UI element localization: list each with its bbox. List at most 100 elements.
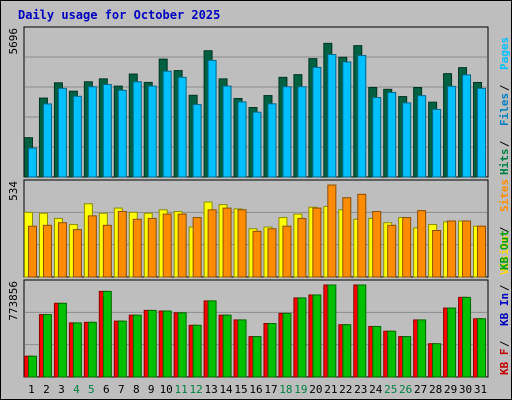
bar-kb-out-day-11 [177,312,187,378]
bar-files-day-7 [117,89,127,178]
bar-sites-day-6 [102,224,112,278]
legend-label-sites: Sites [498,179,511,212]
x-tick-label-day-21: 21 [324,383,337,396]
bar-sites-day-12 [192,217,202,278]
bar-kb-out-day-26 [402,336,412,378]
bar-kb-out-day-8 [132,314,142,378]
x-tick-label-day-2: 2 [43,383,50,396]
bar-files-day-25 [387,91,397,178]
legend-label-hits: Hits [498,149,511,176]
x-tick-label-day-28: 28 [429,383,442,396]
bar-kb-out-day-31 [477,318,487,378]
legend-separator: / [498,84,511,91]
bar-files-day-20 [312,66,322,178]
bar-sites-day-19 [297,217,307,278]
y-max-label-middle: 534 [7,181,20,201]
x-tick-label-day-10: 10 [160,383,173,396]
bar-sites-day-8 [132,218,142,278]
y-max-label-bottom: 773856 [7,281,20,321]
bar-kb-out-day-17 [267,323,277,378]
bar-kb-out-day-14 [222,314,232,378]
bar-files-day-14 [222,85,232,178]
bar-kb-out-day-9 [147,309,157,378]
bar-files-day-16 [252,111,262,178]
x-tick-label-day-29: 29 [444,383,457,396]
bar-files-day-6 [102,84,112,178]
x-tick-label-day-4: 4 [73,383,80,396]
bar-sites-day-23 [357,193,367,278]
x-tick-label-day-31: 31 [474,383,487,396]
legend-label-kb-in: KB In [498,293,511,326]
bar-sites-day-25 [387,224,397,278]
x-tick-label-day-13: 13 [204,383,217,396]
x-tick-label-day-27: 27 [414,383,427,396]
bar-kb-out-day-23 [357,284,367,378]
bar-sites-day-14 [222,207,232,278]
bar-sites-day-28 [432,229,442,278]
bar-files-day-28 [432,108,442,178]
x-tick-label-day-5: 5 [88,383,95,396]
x-tick-label-day-6: 6 [103,383,110,396]
x-tick-label-day-25: 25 [384,383,397,396]
x-tick-label-day-3: 3 [58,383,65,396]
bar-kb-out-day-3 [57,302,67,378]
legend-separator: / [498,226,511,233]
bar-sites-day-9 [147,217,157,278]
bar-files-day-5 [87,86,97,178]
panel-bottom: 773856 KB F / KB In / KB Out [7,230,511,378]
bar-files-day-13 [207,59,217,178]
legend-label-visits: Visits [498,235,511,275]
legend-separator: / [498,284,511,291]
bar-sites-day-30 [462,220,472,278]
x-tick-label-day-14: 14 [219,383,233,396]
bar-files-day-9 [147,85,157,178]
bar-sites-day-1 [27,225,37,278]
bar-kb-out-day-15 [237,319,247,378]
bar-kb-out-day-12 [192,324,202,378]
bar-kb-out-day-19 [297,297,307,378]
bar-files-day-10 [162,70,172,178]
legend-separator: / [498,340,511,347]
bar-files-day-15 [237,101,247,178]
bar-files-day-3 [57,87,67,178]
bar-kb-out-day-10 [162,310,172,378]
bar-kb-out-day-13 [207,300,217,378]
bar-kb-out-day-5 [87,321,97,378]
bar-sites-day-5 [87,215,97,278]
x-tick-label-day-23: 23 [354,383,367,396]
bar-kb-out-day-2 [42,314,52,378]
bar-files-day-8 [132,81,142,178]
bar-files-day-29 [447,85,457,178]
bar-kb-out-day-4 [72,322,82,378]
bar-sites-day-26 [402,217,412,278]
bar-files-day-27 [417,95,427,178]
bar-files-day-12 [192,104,202,178]
bar-kb-out-day-6 [102,290,112,378]
x-tick-label-day-24: 24 [369,383,383,396]
chart-title: Daily usage for October 2025 [18,8,220,22]
y-max-label-top: 5696 [7,28,20,55]
bar-sites-day-18 [282,225,292,278]
bar-files-day-22 [342,61,352,178]
bar-kb-out-day-25 [387,330,397,378]
x-axis: 1 2 3 4 5 6 7 8 9 10 11 12 13 14 15 16 17 18 19 20 21 22 23 24 2… [28,383,487,396]
bar-files-day-2 [42,103,52,178]
x-tick-label-day-1: 1 [28,383,35,396]
bar-kb-out-day-18 [282,312,292,378]
bar-sites-day-13 [207,209,217,278]
bar-kb-out-day-1 [27,355,37,378]
x-tick-label-day-30: 30 [459,383,472,396]
bar-files-day-23 [357,55,367,178]
bar-kb-out-day-24 [372,325,382,378]
x-tick-label-day-15: 15 [234,383,247,396]
legend-label-kb-out: KB Out [498,230,511,270]
panel-middle: 534 Visits / Sites [7,179,511,278]
bar-sites-day-24 [372,211,382,278]
bar-sites-day-16 [252,230,262,278]
panel-top: 5696 Hits / Files / Pages [7,26,511,178]
bar-files-day-4 [72,95,82,178]
bar-files-day-17 [267,103,277,178]
bar-files-day-19 [297,86,307,178]
bar-kb-out-day-30 [462,296,472,378]
